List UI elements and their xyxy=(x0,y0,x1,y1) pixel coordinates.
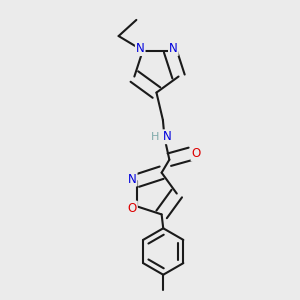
Text: H: H xyxy=(151,132,159,142)
Text: O: O xyxy=(191,147,201,161)
Text: N: N xyxy=(136,42,145,55)
Text: N: N xyxy=(163,130,172,143)
Text: O: O xyxy=(128,202,137,214)
Text: N: N xyxy=(128,172,136,185)
Text: N: N xyxy=(169,42,178,55)
